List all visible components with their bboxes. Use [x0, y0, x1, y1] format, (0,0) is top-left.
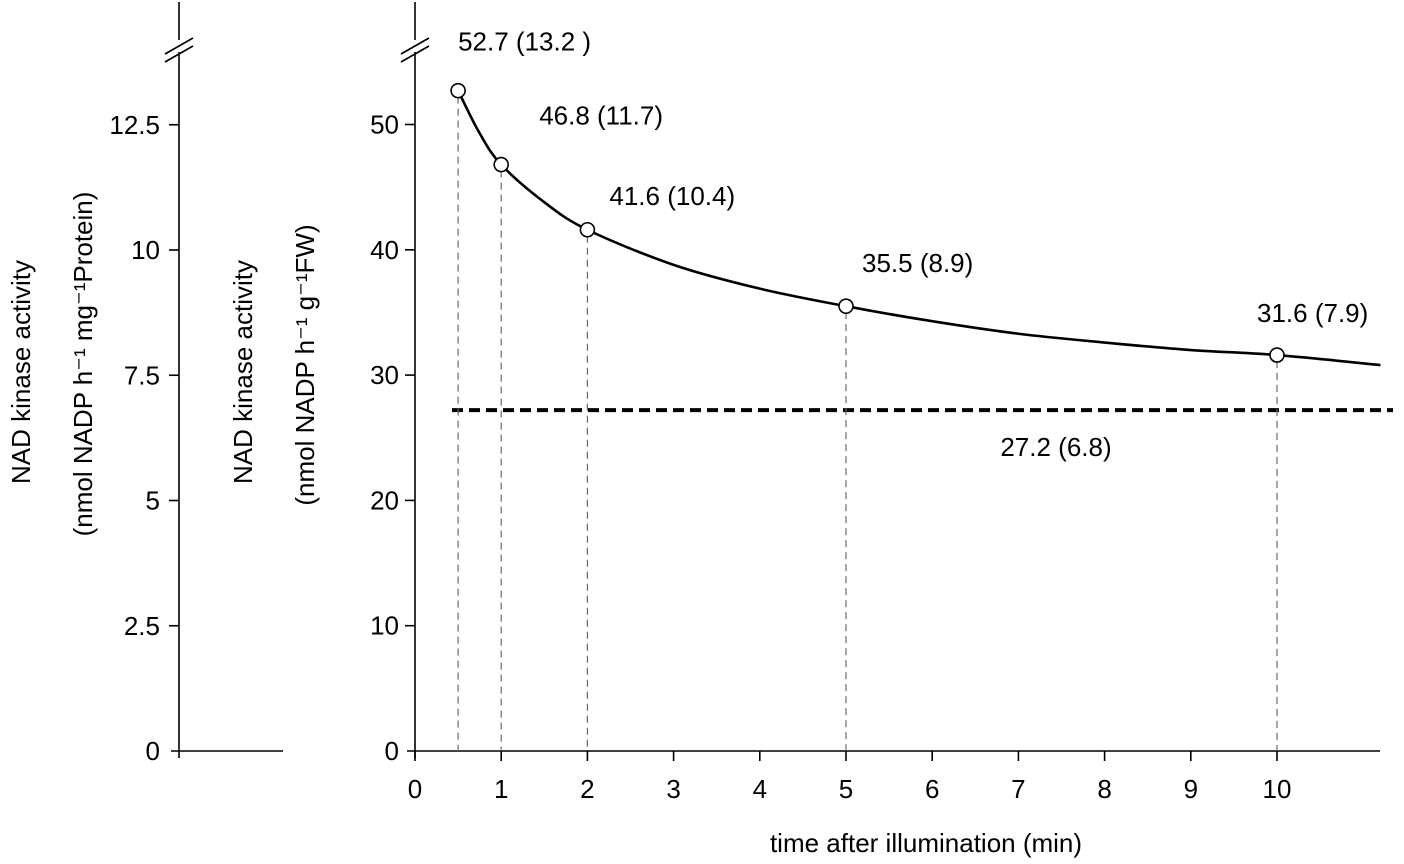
left-tick-label: 12.5	[109, 110, 160, 140]
fw-axis-ticks: 0 10 20 30 40 50	[370, 110, 415, 766]
fw-tick-label: 50	[370, 110, 399, 140]
data-point	[838, 298, 854, 314]
x-tick-label: 2	[580, 774, 594, 804]
left-axis-break-mark-1	[164, 37, 194, 55]
x-tick-label: 9	[1184, 774, 1198, 804]
left-axis-break-mark-2	[164, 45, 194, 63]
data-label: 31.6 (7.9)	[1257, 298, 1368, 328]
left-axis-title-line1: NAD kinase activity	[6, 260, 36, 484]
left-tick-label: 7.5	[124, 360, 160, 390]
fw-tick-label: 30	[370, 360, 399, 390]
x-tick-label: 0	[408, 774, 422, 804]
data-label: 46.8 (11.7)	[539, 101, 663, 131]
left-tick-label: 10	[131, 235, 160, 265]
x-tick-label: 3	[666, 774, 680, 804]
x-axis-title: time after illumination (min)	[770, 828, 1082, 858]
left-axis: 0 2.5 5 7.5 10 12.5 NAD kinase activity (nmol…	[6, 2, 283, 766]
left-axis-title-line2: (nmol NADP h⁻¹ mg⁻¹Protein)	[68, 192, 98, 537]
left-axis-ticks: 0 2.5 5 7.5 10 12.5	[109, 110, 179, 766]
fw-axis-title-line2: (nmol NADP h⁻¹ g⁻¹FW)	[290, 224, 320, 505]
fw-axis-break-mark-2	[400, 45, 430, 63]
data-label: 52.7 (13.2 )	[458, 27, 591, 57]
x-tick-label: 4	[753, 774, 767, 804]
data-point	[450, 82, 466, 99]
x-tick-label: 7	[1011, 774, 1025, 804]
x-axis-ticks: 0 1 2 3 4 5 6 7 8 9 10	[408, 751, 1292, 804]
x-tick-label: 6	[925, 774, 939, 804]
plot-area: 27.2 (6.8) 52.7 (13.2 ) 46.8 (11.7) 41.6 (1…	[450, 27, 1393, 751]
data-point	[579, 221, 596, 238]
fit-curve	[456, 90, 1381, 367]
fw-tick-label: 10	[370, 611, 399, 641]
fw-tick-label: 40	[370, 235, 399, 265]
x-tick-label: 10	[1263, 774, 1292, 804]
fw-axis-title-line1: NAD kinase activity	[228, 260, 258, 484]
data-point	[493, 156, 510, 173]
left-tick-label: 5	[146, 486, 160, 516]
baseline-label: 27.2 (6.8)	[1000, 432, 1111, 462]
data-label: 35.5 (8.9)	[862, 248, 973, 278]
x-tick-label: 8	[1097, 774, 1111, 804]
fw-tick-label: 20	[370, 485, 399, 515]
data-label: 41.6 (10.4)	[609, 181, 735, 211]
data-point	[1269, 347, 1285, 363]
x-tick-label: 1	[494, 774, 508, 804]
fw-tick-label: 0	[385, 736, 399, 766]
left-tick-label: 2.5	[124, 611, 160, 641]
main-axes: 0 10 20 30 40 50 0 1 2 3 4 5 6 7 8 9 10 NAD kinase acti…	[228, 2, 1380, 858]
left-tick-label: 0	[146, 736, 160, 766]
x-tick-label: 5	[839, 774, 853, 804]
fw-axis-break-mark-1	[400, 37, 430, 55]
